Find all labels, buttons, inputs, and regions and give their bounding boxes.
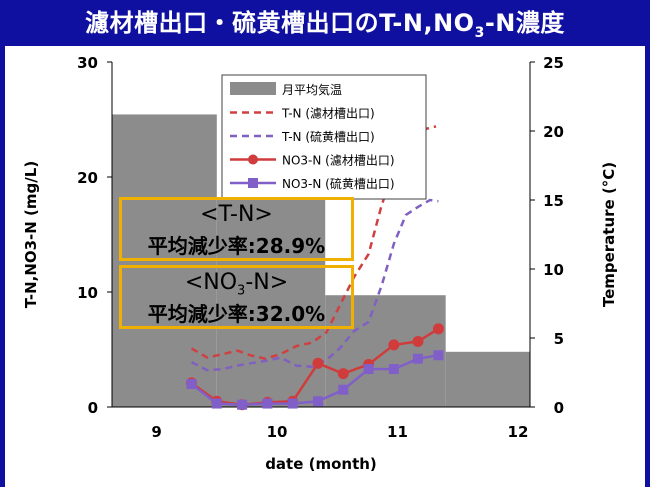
right-tick-label: 5: [554, 330, 564, 348]
no3-sulfur-point: [186, 379, 197, 389]
no3-annotation-title: <NO3-N>: [184, 270, 289, 299]
no3-filter-point: [388, 339, 400, 351]
left-axis-label: T-N,NO3-N (mg/L): [22, 161, 40, 308]
no3-filter-point: [337, 368, 349, 380]
legend-marker-square: [248, 178, 258, 188]
right-tick-label: 10: [543, 261, 564, 279]
left-border: [0, 46, 5, 487]
x-tick-label: 11: [387, 423, 408, 441]
slide-title-subscript: 3: [474, 24, 485, 41]
no3-annotation-box: <NO3-N> 平均減少率:32.0%: [119, 265, 354, 329]
x-tick-label: 10: [267, 423, 288, 441]
right-tick-label: 20: [543, 123, 564, 141]
temperature-bar-12: [445, 351, 530, 407]
legend-label: 月平均気温: [282, 82, 342, 97]
x-tick-label: 12: [508, 423, 529, 441]
tn-annotation-title: <T-N>: [200, 202, 273, 227]
x-tick-label: 9: [151, 423, 161, 441]
left-tick-label: 10: [77, 284, 98, 302]
no3-sulfur-point: [287, 398, 298, 409]
no3-sulfur-point: [312, 396, 323, 407]
right-border: [645, 46, 650, 487]
right-axis-label: Temperature (°C): [600, 162, 618, 307]
tn-annotation-rate: 平均減少率:28.9%: [147, 234, 326, 258]
legend-swatch-bar: [230, 82, 276, 95]
tn-annotation-box: <T-N> 平均減少率:28.9%: [119, 197, 354, 261]
no3-sulfur-point: [338, 384, 349, 395]
slide-title: 濾材槽出口・硫黄槽出口のT-N,NO3-N濃度: [0, 0, 650, 46]
slide-title-main: 濾材槽出口・硫黄槽出口のT-N,NO: [85, 9, 475, 37]
title-banner: 濾材槽出口・硫黄槽出口のT-N,NO3-N濃度: [0, 0, 650, 46]
legend-label: T-N (濾材槽出口): [281, 106, 375, 121]
x-axis-label: date (month): [265, 455, 377, 473]
right-tick-label: 0: [554, 399, 564, 417]
no3-sulfur-point: [363, 364, 374, 375]
legend-label: T-N (硫黄槽出口): [281, 129, 375, 144]
series-line-2: [190, 198, 439, 372]
left-tick-label: 30: [77, 54, 98, 72]
legend-label: NO3-N (濾材槽出口): [282, 153, 395, 168]
temperature-bar-10: [216, 200, 326, 407]
right-tick-label: 25: [543, 54, 564, 72]
no3-sulfur-point: [237, 399, 248, 410]
left-tick-label: 0: [88, 399, 98, 417]
left-tick-label: 20: [77, 169, 98, 187]
legend-marker-circle: [248, 154, 258, 165]
no3-filter-point: [412, 335, 424, 347]
no3-sulfur-point: [262, 398, 273, 409]
no3-filter-point: [312, 357, 324, 369]
slide-title-tail: -N濃度: [484, 9, 565, 37]
right-tick-label: 15: [543, 192, 564, 210]
no3-sulfur-point: [433, 350, 444, 361]
no3-annotation-rate: 平均減少率:32.0%: [147, 302, 326, 326]
no3-filter-point: [432, 323, 444, 335]
no3-sulfur-point: [211, 398, 222, 409]
no3-sulfur-point: [388, 364, 399, 375]
legend-label: NO3-N (硫黄槽出口): [282, 176, 395, 191]
no3-sulfur-point: [412, 353, 423, 364]
